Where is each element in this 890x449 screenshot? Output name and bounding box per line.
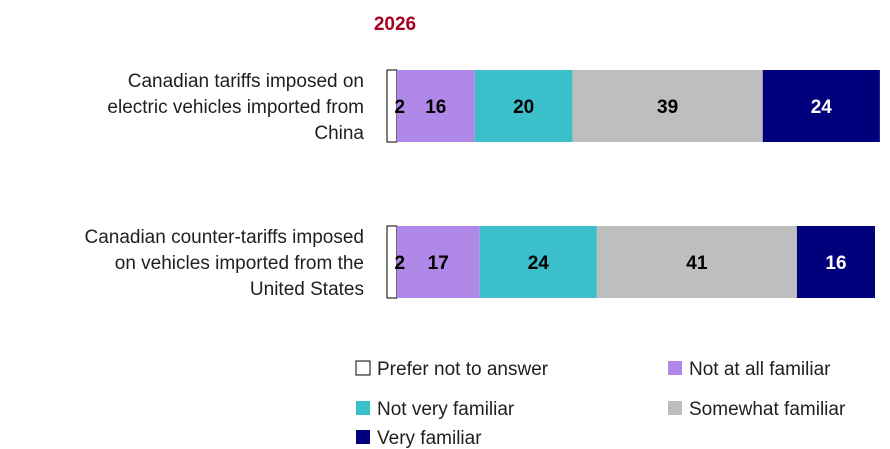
legend-swatch <box>668 401 682 415</box>
value-label: 20 <box>513 97 534 118</box>
category-label: Canadian counter-tariffs imposed <box>84 227 364 248</box>
value-label: 24 <box>811 97 833 118</box>
value-label: 2 <box>394 253 405 274</box>
value-label: 16 <box>825 253 846 274</box>
category-label: electric vehicles imported from <box>107 97 364 118</box>
value-label: 39 <box>657 97 678 118</box>
category-label: Canadian tariffs imposed on <box>128 71 364 92</box>
legend-label: Very familiar <box>377 428 482 449</box>
bar-segment <box>762 70 880 142</box>
bar-segment <box>479 226 597 298</box>
legend-swatch <box>355 360 371 376</box>
legend-label: Not very familiar <box>377 399 515 420</box>
value-label: 16 <box>425 97 446 118</box>
legend-swatch <box>668 361 682 375</box>
legend-label: Somewhat familiar <box>689 399 846 420</box>
category-label: China <box>314 123 364 144</box>
bar-segment <box>396 226 480 298</box>
chart-title: 2026 <box>374 14 416 35</box>
bar-segment <box>474 70 573 142</box>
bar-segment <box>596 226 797 298</box>
bar-segment <box>396 70 475 142</box>
value-label: 2 <box>394 97 405 118</box>
legend-label: Not at all familiar <box>689 359 831 380</box>
legend-label: Prefer not to answer <box>377 359 549 380</box>
value-label: 17 <box>428 253 449 274</box>
legend: Prefer not to answer Not at all familiar N… <box>355 359 846 449</box>
bar-segment <box>572 70 763 142</box>
category-label: United States <box>250 279 364 300</box>
category-label: on vehicles imported from the <box>115 253 364 274</box>
value-label: 24 <box>528 253 550 274</box>
value-label: 41 <box>686 253 708 274</box>
bars <box>386 69 880 299</box>
legend-swatch <box>356 430 370 444</box>
category-labels: Canadian tariffs imposed on electric vehi… <box>84 71 364 300</box>
value-labels: 2 16 20 39 24 2 17 24 41 16 <box>394 97 846 274</box>
bar-segment <box>796 226 875 298</box>
legend-swatch <box>356 401 370 415</box>
